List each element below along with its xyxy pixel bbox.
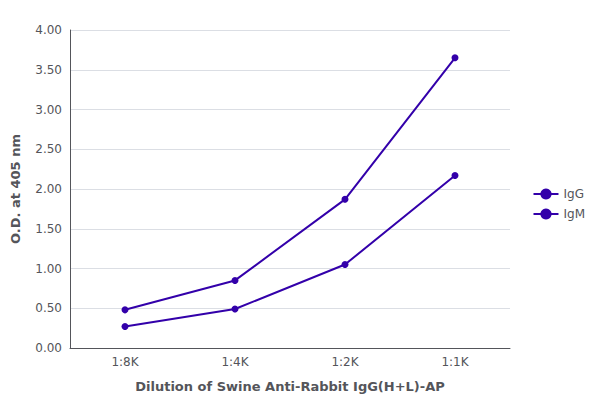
svg-text:1:1K: 1:1K (441, 355, 469, 369)
svg-text:1:2K: 1:2K (331, 355, 359, 369)
svg-text:1:8K: 1:8K (111, 355, 139, 369)
svg-text:0.50: 0.50 (35, 301, 62, 315)
svg-text:0.00: 0.00 (35, 341, 62, 355)
svg-text:3.50: 3.50 (35, 63, 62, 77)
svg-text:1:4K: 1:4K (221, 355, 249, 369)
svg-text:IgM: IgM (563, 207, 585, 221)
svg-text:4.00: 4.00 (35, 23, 62, 37)
svg-text:2.50: 2.50 (35, 142, 62, 156)
svg-text:IgG: IgG (563, 187, 583, 201)
svg-text:2.00: 2.00 (35, 182, 62, 196)
svg-text:1.00: 1.00 (35, 262, 62, 276)
svg-text:1.50: 1.50 (35, 222, 62, 236)
svg-text:3.00: 3.00 (35, 103, 62, 117)
svg-text:O.D. at 405 nm: O.D. at 405 nm (8, 134, 23, 244)
svg-text:Dilution of Swine Anti-Rabbit: Dilution of Swine Anti-Rabbit IgG(H+L)-A… (135, 379, 445, 394)
